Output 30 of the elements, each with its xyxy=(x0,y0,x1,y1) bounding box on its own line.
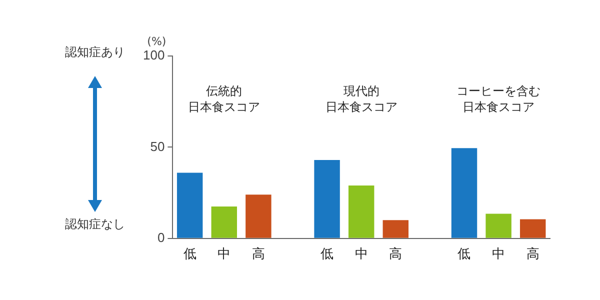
annotation: 日本食スコア xyxy=(188,100,260,114)
bar xyxy=(382,220,409,238)
bar xyxy=(246,194,272,238)
bar xyxy=(176,172,203,238)
text: 認知症あり xyxy=(65,45,125,59)
bar xyxy=(520,219,546,238)
annotation: コーヒーを含む xyxy=(456,84,541,98)
bar xyxy=(486,214,512,238)
bar xyxy=(451,148,478,238)
annotation: 日本食スコア xyxy=(462,100,535,114)
y-tick-label: 0 xyxy=(157,230,165,245)
y-tick-label: 50 xyxy=(150,138,165,154)
bar xyxy=(348,186,374,238)
text: 認知症なし xyxy=(64,216,126,233)
x-tick-label: 高 xyxy=(526,246,540,261)
x-tick-label: 高 xyxy=(252,246,265,261)
bar xyxy=(211,206,238,238)
x-tick-label: 中 xyxy=(492,246,506,261)
x-tick-label: 中 xyxy=(354,246,368,261)
x-tick-label: 中 xyxy=(218,246,231,261)
bar xyxy=(314,160,340,238)
annotation: 現代的 xyxy=(343,84,380,98)
annotation: 日本食スコア xyxy=(325,100,398,114)
x-tick-label: 低 xyxy=(183,246,196,261)
annotation: 伝統的 xyxy=(206,84,242,98)
y-axis-title: (%) xyxy=(147,34,166,48)
x-tick-label: 高 xyxy=(389,246,402,261)
x-tick-label: 低 xyxy=(458,246,471,261)
y-tick-label: 100 xyxy=(142,48,165,63)
x-tick-label: 低 xyxy=(320,246,334,261)
